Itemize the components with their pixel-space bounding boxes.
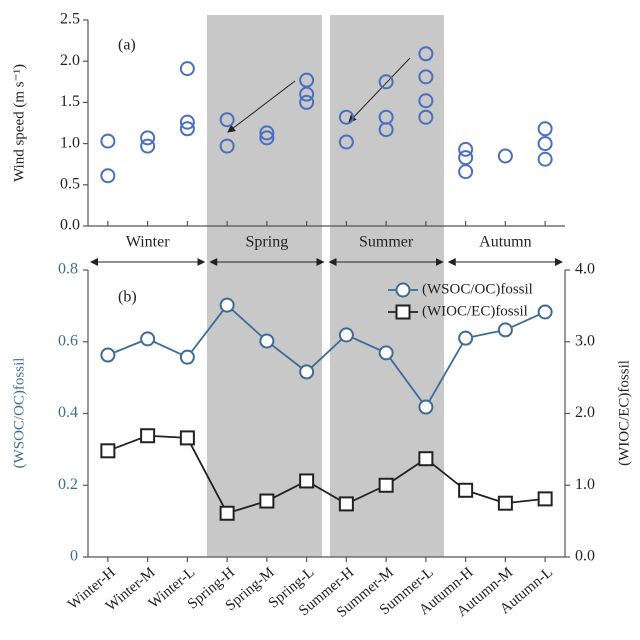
- point: [219, 505, 235, 521]
- y-tick-label: 2.5: [60, 11, 80, 28]
- point: [537, 304, 553, 320]
- point: [219, 112, 235, 128]
- point: [179, 121, 195, 137]
- line: [107, 303, 546, 409]
- point: [179, 349, 195, 365]
- point: [259, 130, 275, 146]
- line: [107, 434, 546, 515]
- y-tick-label: 2.0: [60, 52, 80, 69]
- y-tick-label: 0: [70, 548, 78, 565]
- legend-label: (WIOC/EC)fossil: [422, 303, 528, 319]
- point: [338, 496, 354, 512]
- point: [140, 130, 156, 146]
- point: [219, 138, 235, 154]
- y2-axis-label: (WIOC/EC)fossil: [616, 360, 632, 466]
- y-axis-label: Wind speed (m s⁻¹): [11, 64, 27, 182]
- point: [299, 86, 315, 102]
- y2-tick-label: 2.0: [575, 404, 595, 421]
- y2-tick-label: 1.0: [575, 476, 595, 493]
- point: [458, 482, 474, 498]
- y-tick-label: 1.0: [60, 134, 80, 151]
- point: [299, 364, 315, 380]
- point: [100, 168, 116, 184]
- point: [100, 133, 116, 149]
- point: [497, 148, 513, 164]
- y-tick-label: 0.6: [58, 332, 78, 349]
- point: [497, 322, 513, 338]
- point: [338, 134, 354, 150]
- point: [299, 94, 315, 110]
- point: [140, 331, 156, 347]
- point: [140, 428, 156, 444]
- point: [378, 74, 394, 90]
- y2-tick-label: 3.0: [575, 332, 595, 349]
- point: [100, 443, 116, 459]
- annotation-arrow: [348, 57, 411, 123]
- point: [259, 333, 275, 349]
- y-tick-label: 0.2: [58, 476, 78, 493]
- y2-tick-label: 0.0: [575, 548, 595, 565]
- y2-tick-label: 4.0: [575, 261, 595, 278]
- point: [418, 93, 434, 109]
- y-tick-label: 0.4: [58, 404, 78, 421]
- season-label: Spring: [246, 234, 289, 251]
- legend-marker: [395, 282, 411, 298]
- point: [179, 430, 195, 446]
- point: [378, 477, 394, 493]
- point: [418, 109, 434, 125]
- point: [418, 399, 434, 415]
- panel-label: (b): [118, 289, 137, 306]
- point: [537, 136, 553, 152]
- point: [140, 138, 156, 154]
- spring-shade: [207, 15, 322, 557]
- point: [378, 122, 394, 138]
- point: [338, 327, 354, 343]
- annotation-arrow: [227, 80, 296, 133]
- point: [458, 164, 474, 180]
- point: [458, 150, 474, 166]
- panel-label: (a): [118, 37, 136, 54]
- legend-marker: [395, 304, 411, 320]
- point: [418, 46, 434, 62]
- point: [537, 151, 553, 167]
- y-tick-label: 0.5: [60, 175, 80, 192]
- legend-label: (WSOC/OC)fossil: [422, 281, 533, 297]
- point: [299, 473, 315, 489]
- point: [179, 61, 195, 77]
- point: [378, 345, 394, 361]
- y-tick-label: 0.0: [60, 217, 80, 234]
- point: [537, 491, 553, 507]
- season-label: Winter: [126, 234, 170, 251]
- point: [537, 121, 553, 137]
- point: [497, 495, 513, 511]
- season-label: Autumn: [479, 234, 531, 251]
- point: [338, 109, 354, 125]
- point: [299, 72, 315, 88]
- point: [418, 69, 434, 85]
- point: [458, 330, 474, 346]
- point: [259, 493, 275, 509]
- y-axis-label: (WSOC/OC)fossil: [11, 358, 27, 469]
- point: [259, 125, 275, 141]
- point: [219, 297, 235, 313]
- point: [100, 347, 116, 363]
- y-tick-label: 0.8: [58, 261, 78, 278]
- point: [458, 141, 474, 157]
- y-tick-label: 1.5: [60, 93, 80, 110]
- summer-shade: [330, 15, 444, 557]
- point: [418, 451, 434, 467]
- point: [179, 114, 195, 130]
- season-label: Summer: [359, 234, 414, 251]
